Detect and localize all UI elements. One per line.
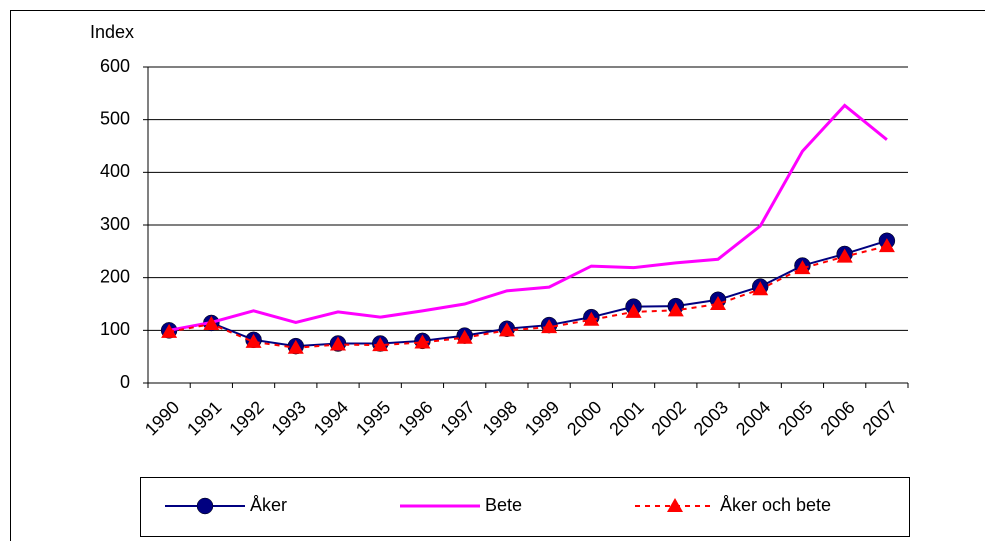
x-tick-label: 2005 xyxy=(774,397,816,439)
marker xyxy=(203,316,220,331)
legend-label: Åker och bete xyxy=(720,495,831,515)
legend-label: Bete xyxy=(485,495,522,515)
x-tick-label: 2003 xyxy=(690,397,732,439)
x-tick-label: 2002 xyxy=(648,397,690,439)
x-tick-label: 2001 xyxy=(605,397,647,439)
x-tick-label: 1994 xyxy=(310,397,352,439)
marker xyxy=(414,334,431,349)
y-tick-label: 100 xyxy=(100,319,130,339)
marker xyxy=(541,319,558,334)
series-line xyxy=(168,245,888,349)
series-line xyxy=(168,103,888,332)
y-tick-label: 300 xyxy=(100,214,130,234)
marker xyxy=(878,238,895,253)
y-tick-label: 400 xyxy=(100,161,130,181)
x-tick-label: 1998 xyxy=(479,397,521,439)
x-tick-label: 2007 xyxy=(859,397,901,439)
chart-border xyxy=(10,10,985,541)
y-tick-label: 600 xyxy=(100,56,130,76)
marker xyxy=(330,336,346,351)
marker xyxy=(667,302,684,317)
x-tick-label: 1992 xyxy=(225,397,267,439)
y-tick-label: 0 xyxy=(120,372,130,392)
marker xyxy=(836,248,853,263)
x-tick-label: 1995 xyxy=(352,397,394,439)
marker xyxy=(625,303,642,318)
x-tick-label: 1997 xyxy=(436,397,478,439)
y-tick-label: 200 xyxy=(100,266,130,286)
y-tick-label: 500 xyxy=(100,108,130,128)
marker xyxy=(196,497,214,515)
legend-box xyxy=(140,477,910,537)
marker xyxy=(498,322,515,337)
marker xyxy=(667,498,683,512)
marker xyxy=(372,337,389,352)
marker xyxy=(287,339,304,354)
x-tick-label: 2000 xyxy=(563,397,605,439)
x-tick-label: 1996 xyxy=(394,397,436,439)
x-tick-label: 2004 xyxy=(732,397,774,439)
x-tick-label: 1990 xyxy=(141,397,183,439)
x-tick-label: 1999 xyxy=(521,397,563,439)
x-tick-label: 1993 xyxy=(268,397,310,439)
x-tick-label: 1991 xyxy=(183,397,225,439)
marker xyxy=(710,296,726,310)
marker xyxy=(161,323,178,338)
marker xyxy=(456,329,473,344)
marker xyxy=(245,333,262,348)
marker xyxy=(752,281,769,296)
x-tick-label: 2006 xyxy=(816,397,858,439)
marker xyxy=(794,260,811,275)
marker xyxy=(583,311,600,326)
y-axis-label: Index xyxy=(90,22,134,42)
legend-label: Åker xyxy=(250,495,287,515)
